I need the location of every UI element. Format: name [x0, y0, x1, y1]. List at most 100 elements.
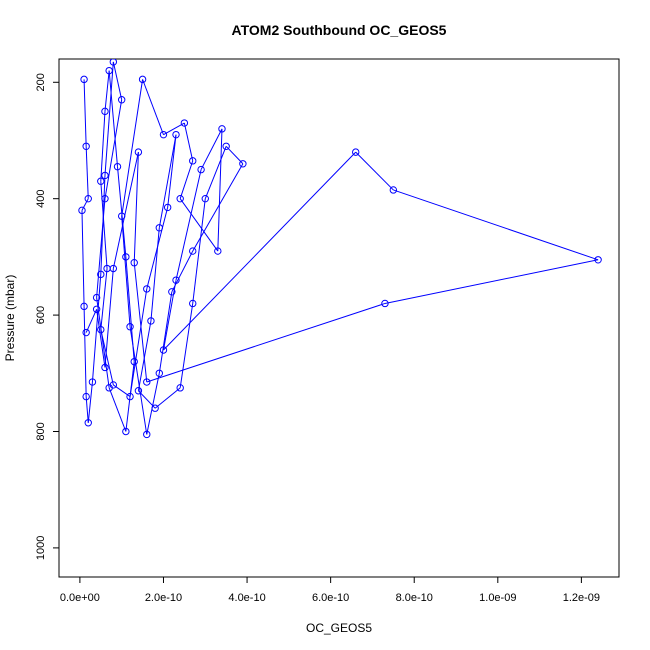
data-point [78, 206, 86, 215]
series-line-segment [85, 309, 98, 333]
series-line-segment [179, 303, 194, 388]
series-line-segment [121, 79, 144, 217]
data-point [97, 177, 105, 185]
series-line-segment [150, 227, 160, 321]
plot-frame [58, 58, 620, 578]
data-point [80, 302, 88, 311]
y-tick-label: 800 [35, 422, 47, 440]
y-tick-label: 200 [35, 73, 47, 91]
y-axis-label: Pressure (mbar) [3, 275, 17, 362]
plot-area [78, 59, 602, 439]
series-line-segment [83, 79, 87, 147]
series-line-segment [179, 160, 194, 199]
data-point [172, 130, 180, 139]
data-point [155, 224, 163, 232]
data-point [222, 142, 230, 151]
data-point [172, 276, 180, 284]
series-line-segment [158, 291, 173, 374]
series-line-segment [104, 61, 114, 176]
data-point [352, 148, 360, 156]
series-line-segment [104, 70, 110, 112]
data-point [176, 194, 184, 203]
series-line-segment [96, 198, 106, 298]
series-line-segment [192, 163, 244, 252]
series-line-segment [108, 387, 127, 432]
series-line-segment [355, 151, 394, 191]
series-line-segment [204, 146, 227, 199]
series-line-segment [154, 387, 181, 409]
series-line-segment [91, 274, 102, 383]
x-axis: 0.0e+00 2.0e-10 4.0e-10 6.0e-10 8.0e-10 1.0e-… [60, 576, 600, 604]
series-line-segment [85, 396, 89, 423]
data-point [189, 157, 197, 165]
series-line-segment [162, 280, 177, 351]
series-line-segment [217, 128, 223, 252]
data-point [147, 317, 155, 325]
series-line-segment [96, 297, 110, 388]
data-point [109, 264, 118, 273]
data-point [594, 256, 602, 264]
series-line-segment [104, 99, 123, 199]
x-tick-label: 4.0e-10 [228, 592, 265, 604]
data-point [239, 160, 247, 168]
series-line-segment [129, 326, 148, 435]
series-line-segment [108, 70, 119, 167]
data-point [92, 305, 101, 313]
series-line-segment [100, 111, 106, 182]
data-point [82, 328, 90, 337]
data-point [214, 247, 222, 255]
series-line-segment [81, 210, 85, 307]
x-tick-label: 1.2e-09 [563, 592, 600, 604]
chart-title: ATOM2 Southbound OC_GEOS5 [232, 22, 447, 38]
x-tick-label: 6.0e-10 [312, 592, 349, 604]
data-point [201, 194, 209, 203]
data-point [134, 148, 143, 156]
data-point [88, 378, 97, 386]
x-tick-label: 8.0e-10 [396, 592, 433, 604]
data-point [143, 285, 151, 293]
data-point [117, 212, 126, 220]
data-point [80, 75, 88, 84]
series-line-segment [200, 128, 223, 170]
y-tick-label: 1000 [35, 536, 47, 560]
series-line-segment [85, 146, 89, 199]
series-line-segment [112, 152, 139, 269]
data-point [82, 142, 90, 151]
data-point [101, 171, 109, 180]
data-point [122, 427, 130, 436]
data-point [189, 299, 197, 308]
data-point [117, 96, 126, 104]
data-point [138, 75, 147, 84]
data-point [159, 130, 168, 139]
data-point [113, 162, 122, 171]
series-line-segment [87, 381, 93, 423]
data-point [97, 325, 105, 334]
data-point [151, 404, 159, 412]
data-point [126, 323, 134, 331]
series-line-segment [163, 151, 357, 351]
y-tick-label: 400 [35, 190, 47, 208]
series-line-segment [100, 181, 108, 269]
series-line-segment [167, 134, 177, 208]
data-point [84, 194, 92, 203]
data-point [143, 378, 151, 386]
series-line-segment [129, 288, 148, 397]
series-line-segment [133, 152, 139, 263]
data-point [105, 66, 113, 75]
data-point [197, 165, 205, 174]
data-point [122, 253, 130, 261]
data-point [176, 384, 184, 392]
data-point [84, 419, 92, 427]
data-point [155, 369, 163, 377]
data-point [109, 59, 118, 66]
series-line-segment [100, 329, 114, 386]
series-line-segment [83, 306, 87, 397]
series-line-segment [225, 145, 244, 165]
series-line-segment [146, 373, 160, 435]
data-point [126, 392, 134, 401]
series-line-segment [100, 268, 108, 330]
data-point [180, 119, 189, 127]
series-line-segment [117, 166, 127, 257]
series-line-segment [163, 122, 185, 136]
